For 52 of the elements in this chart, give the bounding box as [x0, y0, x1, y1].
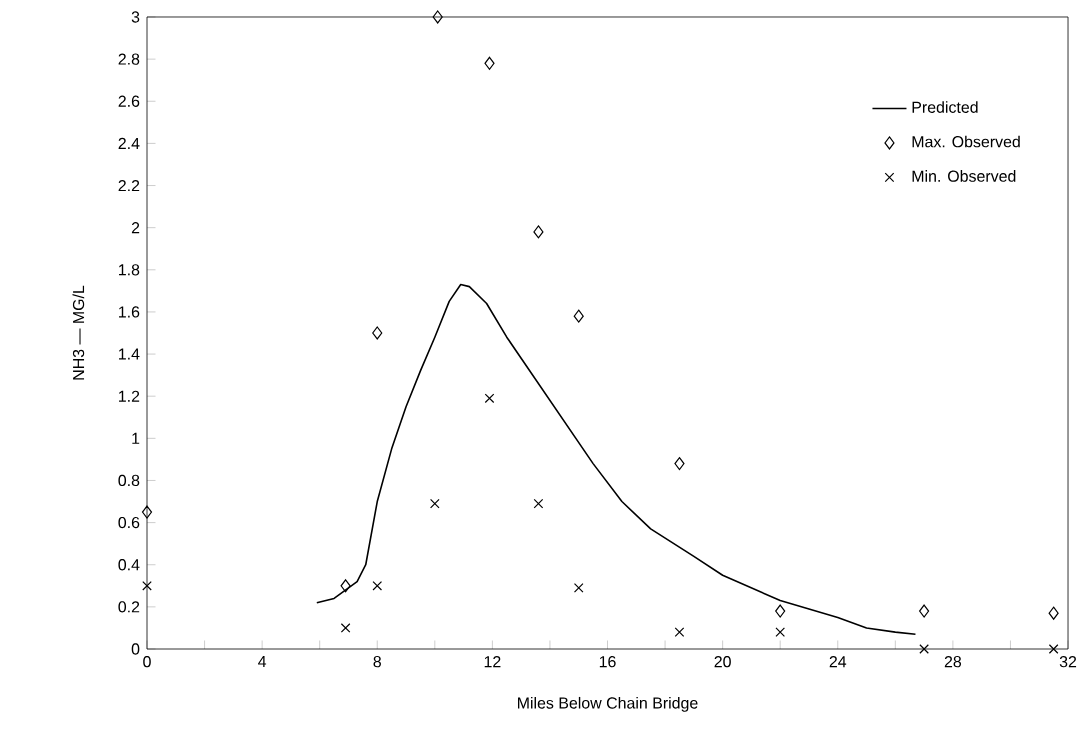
x-tick-label: 4 [258, 656, 267, 668]
point [340, 623, 351, 633]
y-tick-label: 0.4 [118, 559, 140, 571]
x-tick-label: 0 [143, 656, 151, 668]
y-tick-label: 0.6 [118, 516, 140, 529]
point [1048, 606, 1059, 620]
x-tick-label: 24 [829, 656, 847, 668]
point [533, 225, 544, 239]
y-tick-label: 0.8 [118, 474, 140, 487]
x-tick-label: 16 [599, 656, 616, 668]
legend-label: Max. Observed [912, 135, 1020, 148]
y-tick-label: 1 [132, 432, 140, 444]
point [533, 498, 544, 509]
point [573, 583, 584, 593]
x-axis-title: Miles Below Chain Bridge [518, 696, 698, 712]
point [142, 580, 152, 591]
x-tick-label: 20 [714, 656, 731, 668]
point [484, 393, 495, 404]
y-tick-label: 0.2 [118, 601, 140, 613]
point [141, 505, 153, 519]
y-tick-label: 1.2 [119, 390, 140, 402]
y-tick-label: 2.2 [118, 179, 140, 192]
legend-label: Min. Observed [912, 170, 1016, 182]
y-tick-label: 2.6 [118, 95, 140, 107]
y-axis-title: NH3 — MG/L [72, 285, 85, 380]
y-tick-label: 3 [131, 11, 140, 23]
point [919, 604, 930, 618]
point [432, 10, 443, 24]
x-tick-label: 28 [944, 656, 962, 668]
point [429, 498, 440, 509]
y-tick-label: 2 [131, 222, 140, 234]
legend-label: Predicted [912, 101, 978, 113]
point [775, 627, 786, 637]
point [919, 644, 929, 654]
y-tick-label: 1.4 [119, 348, 140, 360]
y-tick-label: 1.8 [119, 264, 140, 276]
point [674, 457, 685, 471]
point [484, 56, 495, 70]
point [775, 604, 786, 618]
point [372, 326, 383, 340]
point [573, 309, 584, 323]
x-tick-label: 32 [1059, 656, 1077, 668]
point [372, 580, 383, 591]
y-tick-label: 2.8 [118, 53, 140, 65]
point [1048, 644, 1059, 654]
y-tick-label: 2.4 [118, 137, 140, 149]
point [340, 579, 351, 593]
x-tick-label: 8 [373, 656, 381, 668]
y-tick-label: 0 [131, 643, 140, 655]
point [674, 627, 685, 637]
x-tick-label: 12 [484, 656, 501, 668]
y-tick-label: 1.6 [119, 306, 140, 318]
